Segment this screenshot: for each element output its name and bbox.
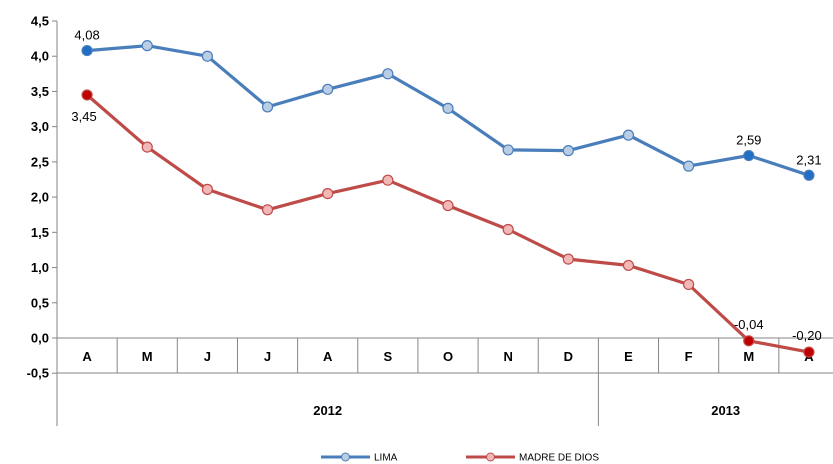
- data-point: [322, 187, 334, 200]
- series-madre-de-dios: [81, 89, 815, 358]
- data-label: 2,59: [736, 133, 761, 148]
- y-tick-label: 1,5: [31, 225, 49, 240]
- data-point: [201, 183, 213, 195]
- data-label: -0,04: [734, 317, 764, 332]
- data-label: 4,08: [74, 28, 99, 43]
- series-layer: [81, 40, 815, 358]
- data-point: [562, 145, 574, 157]
- y-tick-label: 2,5: [31, 154, 49, 169]
- x-tick-label: O: [443, 349, 453, 364]
- data-point: [201, 50, 213, 62]
- x-tick-label: A: [323, 349, 333, 364]
- series-line: [86, 93, 810, 354]
- x-tick-label: J: [264, 349, 271, 364]
- x-tick-label: M: [142, 349, 153, 364]
- y-axis: 4,5 4,0 3,5 3,0 2,5 2,0 1,5 1,0 0,5 0,0 -0,5: [27, 14, 58, 381]
- data-point: [743, 149, 755, 162]
- data-point: [81, 89, 93, 101]
- x-tick-label: F: [685, 349, 693, 364]
- x-tick-label: J: [204, 349, 211, 364]
- data-point: [81, 44, 93, 57]
- data-point: [803, 346, 815, 358]
- x-tick-label: S: [384, 349, 393, 364]
- y-tick-label: 1,0: [31, 260, 49, 275]
- data-point: [683, 160, 695, 172]
- data-point: [382, 174, 394, 186]
- legend-item: MADRE DE DIOS: [466, 452, 599, 464]
- data-point: [743, 335, 755, 347]
- data-point: [622, 129, 635, 141]
- data-label: 3,45: [71, 109, 96, 124]
- x-tick-label: A: [82, 349, 92, 364]
- data-point: [803, 169, 815, 181]
- y-tick-label: 3,0: [31, 119, 49, 134]
- legend: LIMA MADRE DE DIOS: [321, 452, 599, 464]
- data-point: [502, 144, 514, 156]
- year-label: 2013: [711, 403, 740, 418]
- data-point: [261, 101, 274, 113]
- y-tick-label: 4,0: [31, 49, 49, 64]
- data-point: [683, 278, 695, 291]
- data-point: [502, 223, 514, 236]
- legend-label: MADRE DE DIOS: [519, 453, 599, 464]
- y-tick-label: 0,5: [31, 295, 49, 310]
- legend-item: LIMA: [321, 452, 398, 464]
- legend-swatch-marker: [341, 452, 350, 462]
- data-label: -0,20: [792, 328, 822, 343]
- y-tick-label: 0,0: [31, 331, 49, 346]
- y-tick-label: 3,5: [31, 84, 49, 99]
- data-point: [141, 141, 153, 153]
- x-tick-label: N: [503, 349, 512, 364]
- legend-label: LIMA: [374, 453, 398, 464]
- data-point: [442, 199, 454, 212]
- y-tick-label: 4,5: [31, 14, 49, 29]
- x-tick-label: E: [624, 349, 633, 364]
- data-label: 2,31: [796, 152, 821, 167]
- data-labels: 4,08 2,59 2,31 3,45 -0,04 -0,20: [71, 28, 821, 344]
- data-point: [562, 253, 574, 265]
- data-point: [442, 102, 454, 114]
- y-tick-label: -0,5: [27, 366, 49, 381]
- x-tick-label: D: [564, 349, 573, 364]
- data-point: [322, 83, 334, 95]
- data-point: [261, 204, 274, 216]
- series-lima: [81, 40, 815, 181]
- data-point: [382, 68, 394, 80]
- x-tick-label: M: [743, 349, 754, 364]
- data-point: [141, 40, 153, 52]
- x-axis: AMJJASONDEFMA20122013: [56, 337, 833, 426]
- y-tick-label: 2,0: [31, 190, 49, 205]
- year-label: 2012: [313, 403, 342, 418]
- data-point: [622, 259, 635, 272]
- legend-swatch-marker: [486, 452, 495, 462]
